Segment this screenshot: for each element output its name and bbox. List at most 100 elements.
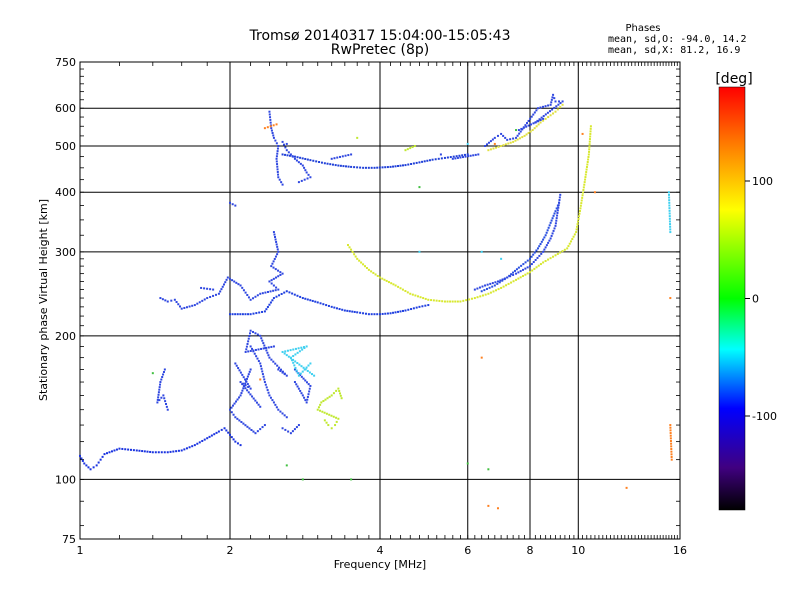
data-point — [529, 257, 531, 260]
data-point — [510, 273, 513, 276]
data-point — [280, 181, 283, 184]
data-point — [550, 234, 553, 237]
data-point — [394, 284, 397, 287]
data-point — [532, 113, 535, 116]
data-point — [275, 157, 278, 160]
data-point — [299, 156, 302, 159]
stats-heading: Phases — [625, 23, 660, 34]
data-point — [350, 478, 353, 481]
data-point — [279, 273, 282, 276]
data-point — [313, 374, 316, 377]
data-point — [392, 311, 395, 314]
data-point — [268, 303, 271, 306]
data-point — [509, 141, 512, 144]
data-point — [277, 250, 280, 253]
data-point — [421, 160, 424, 163]
data-point — [281, 272, 284, 275]
data-point — [330, 427, 333, 430]
data-point — [300, 392, 303, 395]
data-point — [487, 141, 490, 144]
data-point — [556, 214, 559, 217]
data-point — [235, 400, 238, 403]
data-point — [502, 285, 505, 288]
data-point — [219, 290, 222, 293]
data-point — [431, 158, 434, 161]
data-point — [297, 347, 300, 350]
data-point — [260, 337, 263, 340]
data-point — [669, 440, 672, 443]
data-point — [294, 366, 297, 369]
data-point — [286, 349, 289, 352]
data-point — [370, 166, 373, 169]
data-point — [301, 348, 304, 351]
data-point — [294, 347, 297, 350]
data-point — [419, 296, 422, 299]
data-point — [515, 268, 518, 271]
data-point — [478, 286, 481, 289]
data-point — [503, 277, 506, 280]
data-point — [265, 346, 268, 349]
data-point — [276, 245, 279, 248]
data-point — [282, 143, 285, 146]
data-point — [543, 236, 546, 239]
data-point — [240, 421, 243, 424]
data-point — [321, 410, 324, 413]
data-point — [266, 290, 269, 293]
data-point — [668, 212, 671, 215]
data-point — [264, 383, 267, 386]
data-point — [427, 298, 430, 301]
data-point — [350, 248, 353, 251]
data-point — [451, 157, 454, 160]
data-point — [256, 357, 259, 360]
data-point — [247, 337, 250, 340]
data-point — [586, 160, 589, 163]
data-point — [234, 440, 237, 443]
data-point — [146, 450, 149, 453]
data-point — [256, 333, 259, 336]
y-tick-label: 750 — [55, 56, 76, 69]
data-point — [115, 448, 118, 451]
data-point — [367, 166, 370, 169]
data-point — [491, 138, 494, 141]
data-point — [252, 297, 255, 300]
data-point — [470, 297, 473, 300]
data-point — [172, 450, 175, 453]
data-point — [287, 430, 290, 433]
data-point — [496, 282, 499, 285]
data-point — [539, 106, 542, 109]
data-point — [249, 387, 252, 390]
data-point — [275, 295, 278, 298]
data-point — [548, 224, 551, 227]
data-point — [579, 204, 582, 207]
data-point — [248, 335, 251, 338]
data-point — [249, 368, 252, 371]
data-point — [281, 153, 284, 156]
data-point — [263, 127, 266, 130]
data-point — [277, 368, 280, 371]
data-point — [308, 371, 311, 374]
data-point — [237, 367, 240, 370]
data-point — [424, 304, 427, 307]
data-point — [524, 267, 527, 270]
data-point — [381, 277, 384, 280]
data-point — [519, 270, 522, 273]
data-point — [554, 222, 557, 225]
data-point — [277, 275, 280, 278]
data-point — [483, 289, 486, 292]
data-point — [516, 134, 519, 137]
data-point — [309, 362, 312, 365]
data-point — [293, 364, 296, 367]
data-point — [196, 302, 199, 305]
data-point — [585, 168, 588, 171]
data-point — [410, 162, 413, 165]
data-point — [259, 292, 262, 295]
data-point — [200, 286, 203, 289]
data-point — [297, 161, 300, 164]
data-point — [256, 430, 259, 433]
data-point — [233, 402, 236, 405]
data-point — [325, 412, 328, 415]
data-point — [497, 145, 500, 148]
data-point — [519, 276, 522, 279]
data-point — [97, 461, 100, 464]
data-point — [339, 394, 342, 397]
